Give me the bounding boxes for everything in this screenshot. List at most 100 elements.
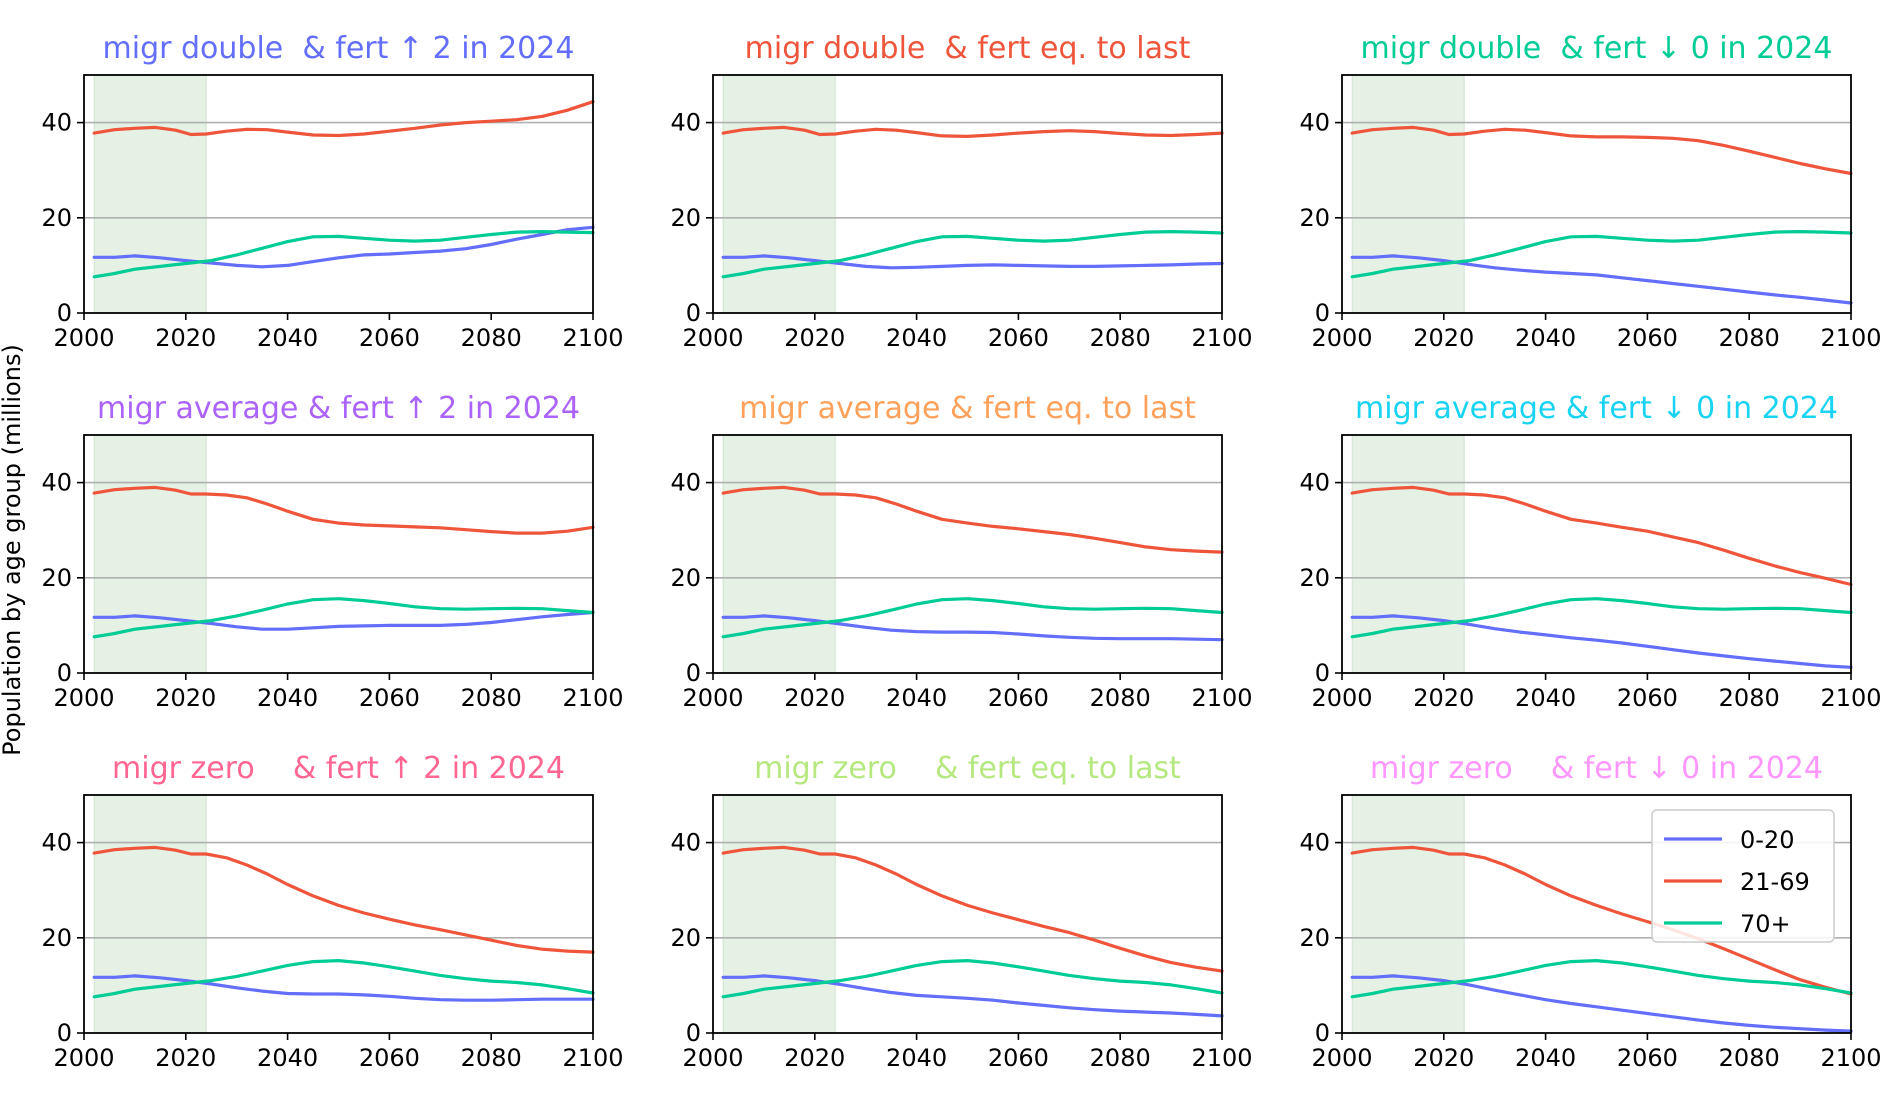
series-line-21-69 (92, 100, 595, 138)
axes-frame (83, 74, 594, 314)
legend-label: 0-20 (1740, 826, 1794, 854)
panel-5: migr average & fert eq. to last 2000 2020 2… (670, 391, 1252, 712)
x-tick-label: 2100 (1820, 1044, 1881, 1072)
x-tick-label: 2060 (988, 684, 1049, 712)
panel-title: migr double & fert ↑ 2 in 2024 (103, 31, 575, 66)
y-tick-label: 40 (1299, 829, 1330, 857)
y-tick-label: 40 (41, 109, 72, 137)
y-tick-label: 40 (1299, 469, 1330, 497)
y-tick-label: 40 (670, 829, 701, 857)
x-tick-label: 2000 (682, 684, 743, 712)
axes-frame (83, 434, 594, 674)
x-tick-label: 2060 (1617, 684, 1678, 712)
series-line-0-20 (1350, 974, 1853, 1033)
series-line-0-20 (721, 974, 1224, 1018)
series-line-0-20 (92, 610, 595, 631)
y-tick-label: 0 (686, 1019, 701, 1047)
shaded-region (722, 434, 836, 674)
x-tick-label: 2020 (1413, 324, 1474, 352)
series-line-21-69 (1350, 485, 1853, 587)
x-tick-label: 2040 (1515, 1044, 1576, 1072)
x-tick-label: 2000 (682, 324, 743, 352)
x-tick-label: 2100 (1191, 324, 1252, 352)
series-line-70+ (92, 959, 595, 999)
x-tick-label: 2040 (886, 1044, 947, 1072)
x-tick-label: 2000 (682, 1044, 743, 1072)
x-tick-label: 2100 (562, 684, 623, 712)
x-tick-label: 2060 (359, 324, 420, 352)
y-tick-label: 20 (41, 564, 72, 592)
axes-frame (712, 74, 1223, 314)
y-tick-label: 20 (41, 204, 72, 232)
legend: 0-20 21-69 70+ (1651, 809, 1835, 943)
y-tick-label: 40 (670, 109, 701, 137)
x-tick-label: 2020 (784, 324, 845, 352)
x-tick-label: 2040 (257, 684, 318, 712)
x-tick-label: 2060 (359, 684, 420, 712)
panel-8: migr zero & fert eq. to last 2000 2020 2040… (670, 751, 1252, 1072)
x-tick-label: 2080 (461, 1044, 522, 1072)
y-tick-label: 40 (670, 469, 701, 497)
y-tick-label: 0 (57, 659, 72, 687)
panel-title: migr average & fert eq. to last (739, 391, 1196, 426)
series-line-21-69 (721, 125, 1224, 138)
x-tick-label: 2000 (1311, 324, 1372, 352)
y-tick-label: 0 (57, 299, 72, 327)
x-tick-label: 2040 (257, 324, 318, 352)
axes-frame (712, 434, 1223, 674)
series-line-70+ (1350, 230, 1853, 279)
y-tick-label: 0 (1315, 1019, 1330, 1047)
panel-2: migr double & fert eq. to last 2000 2020 20… (670, 31, 1252, 352)
y-tick-label: 40 (41, 829, 72, 857)
shaded-region (1351, 794, 1465, 1034)
y-tick-label: 20 (41, 924, 72, 952)
x-tick-label: 2020 (1413, 684, 1474, 712)
legend-label: 21-69 (1740, 868, 1810, 896)
x-tick-label: 2020 (784, 1044, 845, 1072)
series-line-0-20 (1350, 254, 1853, 305)
x-tick-label: 2060 (1617, 324, 1678, 352)
x-tick-label: 2060 (988, 324, 1049, 352)
y-tick-label: 0 (686, 299, 701, 327)
series-line-70+ (1350, 597, 1853, 639)
x-tick-label: 2020 (155, 1044, 216, 1072)
x-tick-label: 2080 (1090, 324, 1151, 352)
axes-frame (1341, 794, 1852, 1034)
series-line-21-69 (1350, 845, 1853, 996)
y-tick-label: 0 (686, 659, 701, 687)
series-line-0-20 (1350, 614, 1853, 669)
x-tick-label: 2040 (1515, 324, 1576, 352)
x-tick-label: 2080 (1719, 1044, 1780, 1072)
axes-frame (1341, 434, 1852, 674)
panel-title: migr zero & fert eq. to last (754, 751, 1181, 786)
shaded-region (93, 74, 207, 314)
x-tick-label: 2020 (155, 324, 216, 352)
x-tick-label: 2000 (53, 324, 114, 352)
panel-title: migr double & fert eq. to last (745, 31, 1191, 66)
x-tick-label: 2100 (1820, 684, 1881, 712)
x-tick-label: 2020 (784, 684, 845, 712)
x-tick-label: 2100 (562, 324, 623, 352)
x-tick-label: 2080 (1719, 684, 1780, 712)
panel-title: migr double & fert ↓ 0 in 2024 (1361, 31, 1833, 66)
x-tick-label: 2060 (1617, 1044, 1678, 1072)
panel-title: migr average & fert ↑ 2 in 2024 (97, 391, 580, 426)
x-tick-label: 2080 (461, 324, 522, 352)
shaded-region (93, 434, 207, 674)
shaded-region (722, 794, 836, 1034)
series-line-0-20 (92, 225, 595, 269)
x-tick-label: 2080 (1719, 324, 1780, 352)
y-axis-label: Population by age group (millions) (0, 344, 26, 756)
panel-title: migr zero & fert ↑ 2 in 2024 (112, 751, 565, 786)
panel-3: migr double & fert ↓ 0 in 2024 2000 2020 20… (1299, 31, 1881, 352)
y-tick-label: 0 (1315, 659, 1330, 687)
x-tick-label: 2100 (562, 1044, 623, 1072)
series-line-21-69 (92, 485, 595, 535)
shaded-region (1351, 434, 1465, 674)
legend-box (1651, 809, 1835, 943)
x-tick-label: 2000 (1311, 684, 1372, 712)
